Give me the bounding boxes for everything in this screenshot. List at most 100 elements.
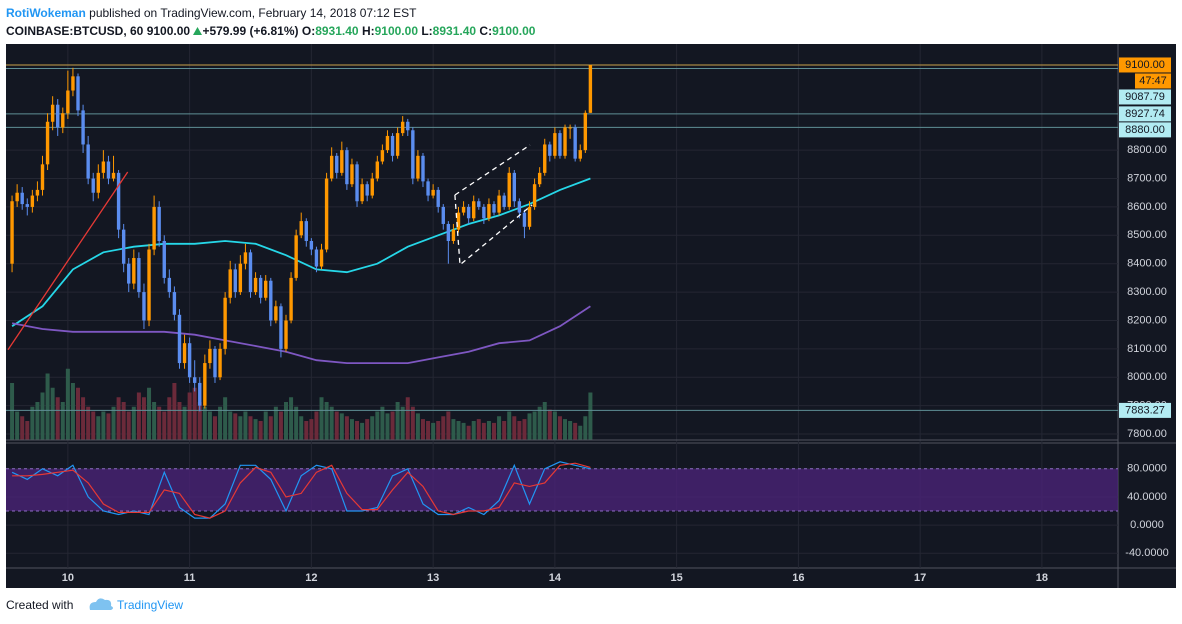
candle-body [563,127,567,156]
candle-body [91,178,95,193]
candle-body [264,280,268,298]
candle-body [360,184,364,202]
candle-body [284,320,288,349]
drawing-line [7,171,129,351]
y-tick-label: 8100.00 [1127,343,1167,355]
volume-bar [15,411,20,440]
l-label: L: [421,24,433,38]
volume-bar [405,397,410,440]
volume-bar [157,406,162,440]
candle-body [86,144,90,179]
candle-body [385,135,390,151]
x-tick-label: 17 [914,572,926,584]
candle-body [436,189,440,207]
candle-body [502,195,506,207]
x-tick-label: 12 [305,572,317,584]
candle-body [340,150,344,173]
candle-body [335,155,339,173]
volume-bar [481,422,486,440]
candle-body [289,277,293,321]
volume-bar [238,416,243,440]
candle-body [116,172,121,230]
volume-bar [349,419,354,440]
candle-body [35,189,40,196]
x-tick-label: 14 [549,572,562,584]
candle-body [233,269,237,293]
volume-bar [420,419,425,440]
volume-bar [55,397,60,440]
volume-bar [76,387,81,440]
candle-body [578,150,582,159]
h-label: H: [361,24,375,38]
candle-body [309,240,314,250]
moving-average [11,177,591,327]
volume-bar [197,402,202,440]
candle-body [365,184,369,196]
volume-bar [456,421,461,440]
candle-body [583,112,588,151]
candle-body [537,172,542,185]
c-label: C: [479,24,493,38]
volume-bar [152,402,157,440]
volume-bar [212,416,217,440]
volume-bar [182,406,187,440]
tv-logo [89,598,113,610]
volume-bar [86,406,91,440]
volume-bar [91,411,96,440]
candle-body [558,133,562,156]
volume-bar [10,383,15,440]
price-label: 8927.74 [1125,108,1165,120]
volume-bar [248,416,253,440]
candle-body [101,161,106,173]
candle-body [400,121,405,134]
candle-body [451,229,456,241]
volume-bar [497,416,502,440]
volume-bar [578,425,583,440]
candle-body [132,258,136,284]
volume-bar [278,411,283,440]
volume-bar [502,421,507,440]
candle-body [492,204,496,213]
volume-bar [273,406,278,440]
volume-bar [116,397,121,440]
candle-body [370,178,374,196]
candle-body [258,277,263,298]
volume-bar [431,422,436,440]
price-label: 7883.27 [1125,404,1165,416]
candle-body [522,212,527,227]
x-tick-label: 13 [427,572,439,584]
x-tick-label: 11 [184,572,196,584]
candle-body [279,306,283,349]
candle-body [61,113,65,128]
countdown-box [1135,73,1171,89]
volume-bar [35,402,40,440]
volume-bar [527,413,532,440]
volume-bar [268,416,273,440]
candle-body [527,206,532,227]
candle-body [472,201,476,219]
y-tick-label: 8300.00 [1127,286,1167,298]
volume-bar [547,409,552,440]
volume-bar [233,413,238,440]
volume-bar [20,416,25,440]
candle-body [187,343,192,378]
volume-bar [162,411,167,440]
volume-bar [507,411,512,440]
volume-bar [207,411,212,440]
volume-bar [410,406,415,440]
volume-bar [106,413,111,440]
header: RotiWokeman published on TradingView.com… [6,4,535,40]
candle-body [426,181,430,196]
volume-bar [375,411,380,440]
last-price: 9100.00 [146,24,191,38]
candle-body [487,204,491,219]
volume-bar [187,392,192,440]
header-line-1: RotiWokeman published on TradingView.com… [6,4,535,22]
candle-body [573,127,577,159]
volume-bar [111,406,116,440]
candle-body [253,277,258,293]
volume-bar [218,406,223,440]
candle-body [121,229,126,264]
candle-body [203,363,207,406]
candle-body [507,172,511,207]
